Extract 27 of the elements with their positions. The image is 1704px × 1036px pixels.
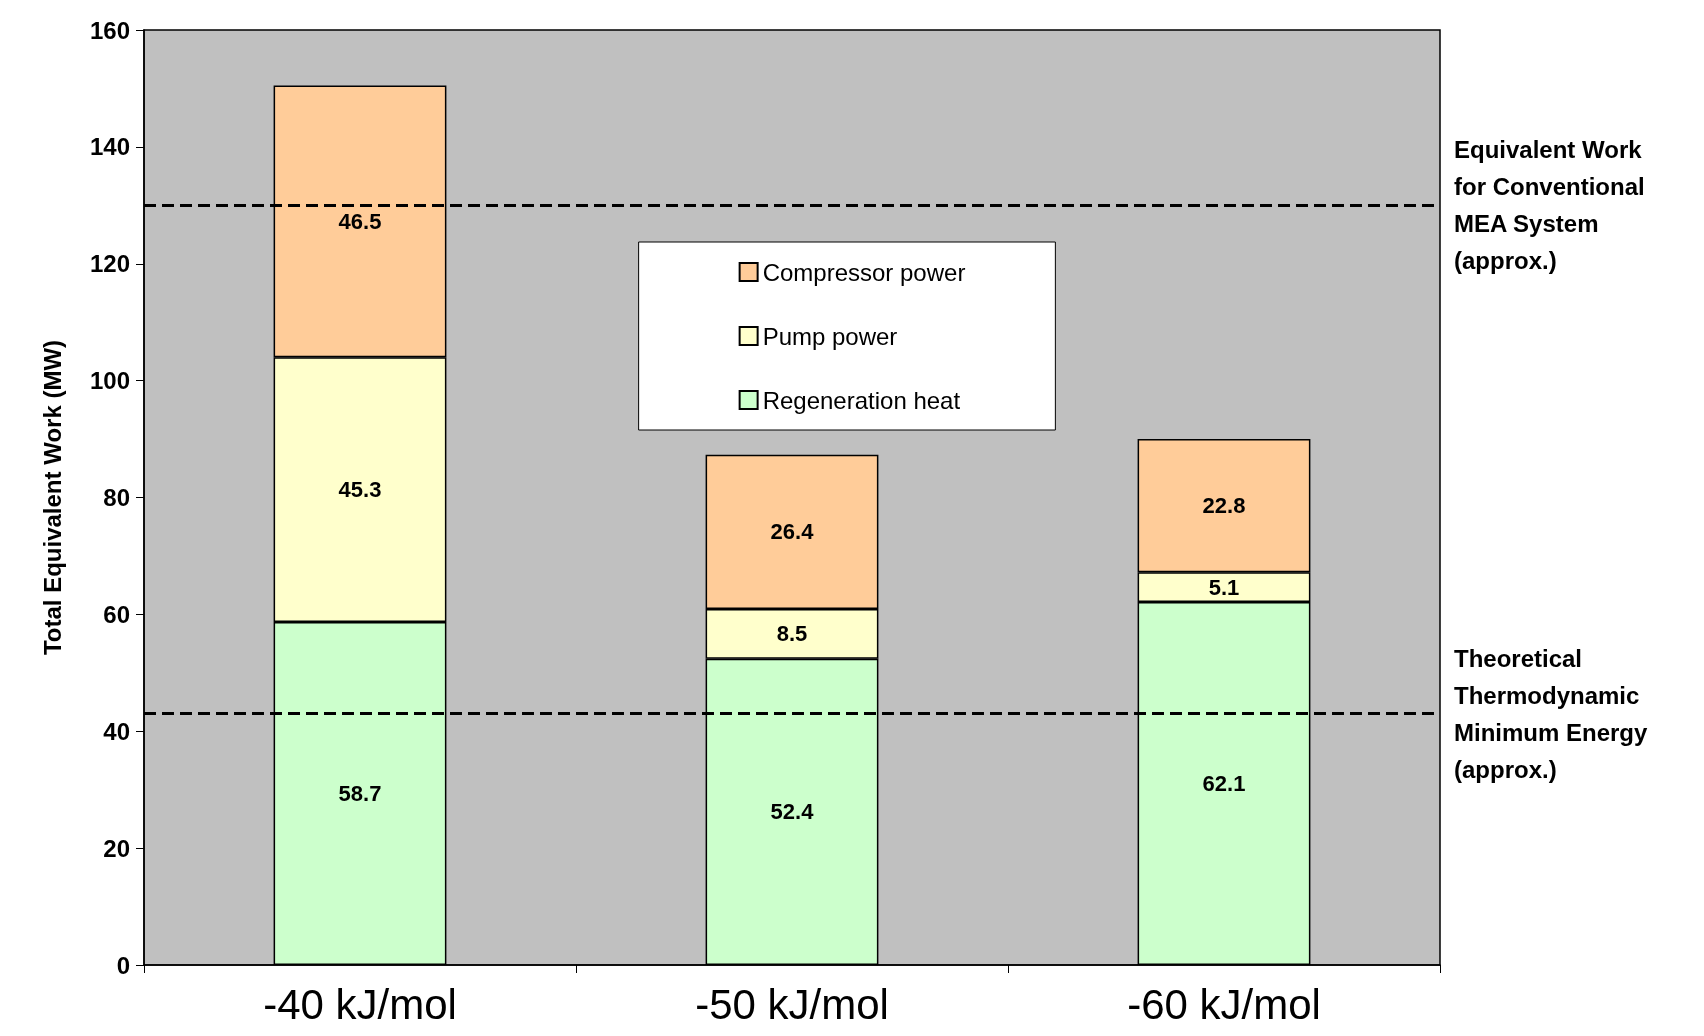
ref-line-label: Equivalent Work for Conventional MEA System (approx.) <box>1454 136 1652 275</box>
y-tick-label: 40 <box>103 717 130 745</box>
legend-label: Compressor power <box>762 258 966 286</box>
ref-line-label: Theoretical Thermodynamic Minimum Energy (approx.) <box>1454 644 1655 783</box>
data-label: 46.5 <box>338 208 382 234</box>
y-tick-label: 100 <box>89 367 130 395</box>
y-tick-label: 160 <box>89 16 130 44</box>
data-label: 26.4 <box>770 519 815 545</box>
x-tick-label: -50 kJ/mol <box>695 980 889 1028</box>
data-label: 58.7 <box>338 780 382 806</box>
legend-label: Pump power <box>762 322 898 350</box>
data-label: 5.1 <box>1208 574 1240 600</box>
x-tick-label: -40 kJ/mol <box>263 980 457 1028</box>
y-tick-label: 120 <box>89 250 130 278</box>
data-label: 52.4 <box>770 799 815 825</box>
y-tick-label: 80 <box>103 484 130 511</box>
data-label: 62.1 <box>1202 771 1246 797</box>
y-tick-label: 20 <box>103 834 130 862</box>
data-label: 22.8 <box>1202 493 1246 519</box>
x-tick-label: -60 kJ/mol <box>1127 980 1321 1028</box>
data-label: 8.5 <box>776 621 808 647</box>
y-tick-label: 140 <box>89 133 130 161</box>
y-tick-label: 0 <box>116 951 130 979</box>
y-axis-title: Total Equivalent Work (MW) <box>38 339 66 656</box>
y-tick-label: 60 <box>103 600 130 628</box>
legend-label: Regeneration heat <box>762 386 961 414</box>
data-label: 45.3 <box>338 477 382 503</box>
